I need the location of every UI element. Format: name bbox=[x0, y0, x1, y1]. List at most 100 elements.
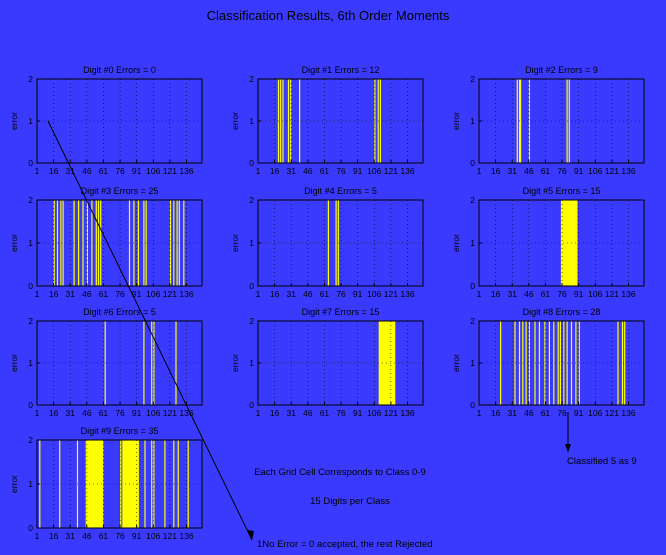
x-tick-label: 76 bbox=[115, 289, 125, 299]
error-bar bbox=[100, 200, 102, 286]
error-bar bbox=[85, 440, 104, 528]
y-tick-label: 0 bbox=[249, 158, 254, 168]
x-tick-label: 61 bbox=[320, 408, 330, 418]
x-tick-label: 106 bbox=[146, 289, 160, 299]
error-bar bbox=[560, 200, 578, 286]
y-axis-label: error bbox=[9, 354, 19, 372]
y-tick-label: 0 bbox=[470, 400, 475, 410]
error-bar bbox=[143, 200, 145, 286]
y-axis-label: error bbox=[451, 234, 461, 252]
x-tick-label: 31 bbox=[65, 289, 75, 299]
x-tick-label: 106 bbox=[367, 166, 381, 176]
x-tick-label: 106 bbox=[146, 531, 160, 541]
error-bar bbox=[379, 79, 381, 163]
x-tick-label: 46 bbox=[303, 289, 313, 299]
y-tick-label: 2 bbox=[249, 195, 254, 205]
x-tick-label: 1 bbox=[477, 408, 482, 418]
x-tick-label: 136 bbox=[400, 408, 414, 418]
error-bar bbox=[559, 321, 561, 405]
y-tick-label: 1 bbox=[249, 238, 254, 248]
error-bar bbox=[624, 321, 626, 405]
x-tick-label: 1 bbox=[477, 166, 482, 176]
x-tick-label: 121 bbox=[384, 289, 398, 299]
x-tick-label: 121 bbox=[163, 408, 177, 418]
annotation-arrowhead-no-error bbox=[247, 530, 254, 540]
x-tick-label: 61 bbox=[541, 408, 551, 418]
error-bar bbox=[299, 79, 301, 163]
error-bar bbox=[548, 321, 550, 405]
y-tick-label: 0 bbox=[470, 158, 475, 168]
x-tick-label: 106 bbox=[588, 166, 602, 176]
x-tick-label: 91 bbox=[132, 289, 142, 299]
x-tick-label: 61 bbox=[99, 289, 109, 299]
y-tick-label: 1 bbox=[470, 116, 475, 126]
subplot-title: Digit #1 Errors = 12 bbox=[302, 65, 380, 75]
error-bar bbox=[335, 200, 337, 286]
x-tick-label: 121 bbox=[384, 166, 398, 176]
y-tick-label: 2 bbox=[249, 74, 254, 84]
x-tick-label: 136 bbox=[400, 289, 414, 299]
y-tick-label: 2 bbox=[470, 316, 475, 326]
y-tick-label: 0 bbox=[249, 281, 254, 291]
x-tick-label: 91 bbox=[353, 289, 363, 299]
error-bar bbox=[97, 200, 100, 286]
error-bar bbox=[169, 200, 172, 286]
x-tick-label: 1 bbox=[35, 289, 40, 299]
error-bar bbox=[95, 200, 97, 286]
x-tick-label: 121 bbox=[605, 289, 619, 299]
x-tick-label: 121 bbox=[163, 289, 177, 299]
x-tick-label: 31 bbox=[65, 408, 75, 418]
x-tick-label: 46 bbox=[524, 408, 534, 418]
y-tick-label: 1 bbox=[28, 479, 33, 489]
x-tick-label: 46 bbox=[303, 408, 313, 418]
y-tick-label: 2 bbox=[28, 316, 33, 326]
error-bar bbox=[553, 321, 555, 405]
x-tick-label: 16 bbox=[491, 408, 501, 418]
x-tick-label: 106 bbox=[367, 408, 381, 418]
y-tick-label: 1 bbox=[249, 116, 254, 126]
error-bar bbox=[500, 321, 502, 405]
x-tick-label: 91 bbox=[132, 531, 142, 541]
digits-note: 15 Digits per Class bbox=[310, 496, 390, 507]
figure-title: Classification Results, 6th Order Moment… bbox=[207, 8, 450, 23]
error-bar bbox=[60, 200, 62, 286]
x-tick-label: 46 bbox=[303, 166, 313, 176]
annotation-arrowhead-classified bbox=[565, 444, 571, 452]
error-bar bbox=[525, 321, 527, 405]
x-tick-label: 46 bbox=[82, 166, 92, 176]
x-tick-label: 136 bbox=[179, 408, 193, 418]
subplot-title: Digit #5 Errors = 15 bbox=[523, 186, 601, 196]
subplot-title: Digit #3 Errors = 25 bbox=[81, 186, 159, 196]
x-tick-label: 1 bbox=[35, 166, 40, 176]
error-bar bbox=[520, 79, 522, 163]
x-tick-label: 1 bbox=[256, 289, 261, 299]
error-bar bbox=[91, 200, 93, 286]
x-tick-label: 1 bbox=[256, 166, 261, 176]
error-bar bbox=[86, 200, 88, 286]
x-tick-label: 76 bbox=[336, 289, 346, 299]
error-bar bbox=[151, 321, 153, 405]
x-tick-label: 136 bbox=[400, 166, 414, 176]
x-tick-label: 91 bbox=[353, 408, 363, 418]
x-tick-label: 61 bbox=[541, 166, 551, 176]
x-tick-label: 76 bbox=[557, 289, 567, 299]
x-tick-label: 31 bbox=[507, 166, 517, 176]
x-tick-label: 121 bbox=[605, 166, 619, 176]
error-bar bbox=[177, 440, 179, 528]
y-tick-label: 0 bbox=[28, 523, 33, 533]
y-axis-label: error bbox=[451, 112, 461, 130]
subplot-title: Digit #8 Errors = 28 bbox=[523, 307, 601, 317]
x-tick-label: 121 bbox=[163, 166, 177, 176]
error-bar bbox=[59, 440, 61, 528]
error-bar bbox=[621, 321, 624, 405]
error-bar bbox=[528, 79, 530, 163]
error-bar bbox=[82, 200, 84, 286]
error-bar bbox=[516, 79, 518, 163]
x-tick-label: 106 bbox=[588, 289, 602, 299]
error-bar bbox=[62, 200, 64, 286]
x-tick-label: 136 bbox=[179, 289, 193, 299]
y-tick-label: 1 bbox=[249, 358, 254, 368]
